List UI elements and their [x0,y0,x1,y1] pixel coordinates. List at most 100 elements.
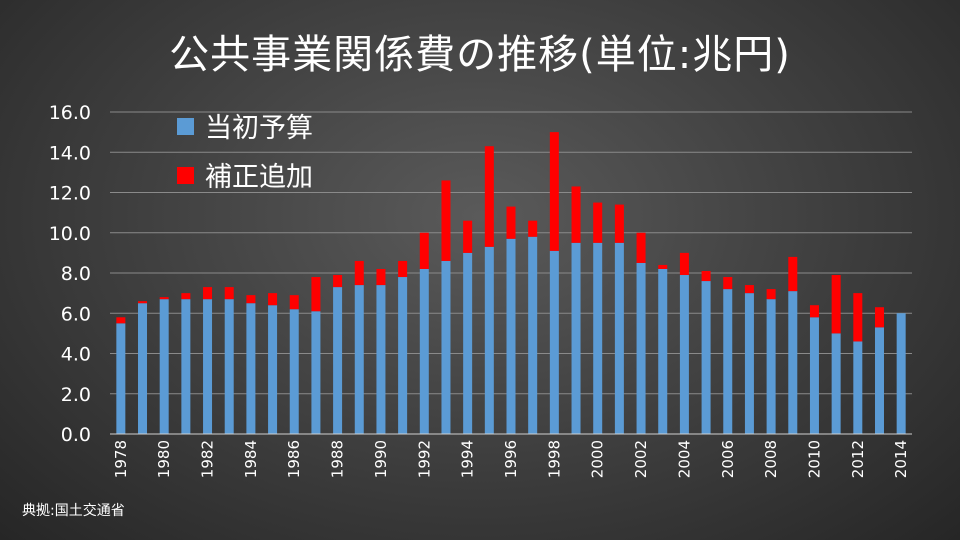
y-tick-label: 16.0 [49,102,91,124]
bar-supplementary-1996 [506,206,516,239]
bar-supplementary-2002 [636,232,646,263]
y-tick-label: 4.0 [61,344,91,366]
bar-initial-2013 [874,327,884,434]
bar-initial-1982 [203,299,213,434]
bar-initial-2014 [896,313,906,434]
bar-supplementary-1999 [571,186,581,243]
bar-initial-2007 [744,293,754,434]
bar-supplementary-2013 [874,307,884,328]
bar-supplementary-1987 [311,277,321,312]
bar-initial-1997 [528,236,538,434]
bar-initial-1979 [138,303,148,434]
bar-supplementary-2011 [831,275,841,334]
legend-swatch-initial [177,118,194,135]
y-tick-label: 14.0 [49,142,91,164]
bar-initial-2012 [853,341,863,434]
bar-supplementary-2008 [766,289,776,300]
legend-label-initial: 当初予算 [205,113,313,144]
y-tick-label: 8.0 [61,263,91,285]
bar-initial-1990 [376,285,386,434]
bar-supplementary-1984 [246,295,256,304]
bar-supplementary-1998 [549,132,559,251]
x-tick-label: 2008 [762,440,780,478]
bar-supplementary-1988 [333,275,343,288]
bar-supplementary-1995 [484,146,494,247]
bar-initial-1995 [484,246,494,434]
bar-supplementary-1997 [528,220,538,237]
bar-supplementary-1986 [289,295,299,310]
bar-supplementary-2000 [593,202,603,243]
bar-initial-2004 [679,275,689,434]
bar-supplementary-1980 [159,297,169,300]
legend-label-supplementary: 補正追加 [205,162,313,193]
bar-supplementary-1979 [138,301,148,304]
x-tick-label: 1982 [199,440,217,478]
x-tick-label: 1992 [415,440,433,478]
bar-supplementary-1981 [181,293,191,300]
x-tick-label: 1988 [329,440,347,478]
bar-initial-1999 [571,242,581,434]
bar-supplementary-1978 [116,317,126,324]
bar-initial-2002 [636,262,646,434]
x-tick-label: 1998 [545,440,563,478]
bar-supplementary-1982 [203,287,213,300]
x-tick-label: 1980 [155,440,173,478]
x-axis-tick-labels: 1978 1980 1982 1984 1986 1988 1990 1992 1994 1996… [112,440,910,478]
bar-initial-1989 [354,285,364,434]
bar-initial-2008 [766,299,776,434]
bar-initial-1984 [246,303,256,434]
bar-supplementary-1992 [419,232,429,269]
bar-initial-1988 [333,287,343,434]
bar-initial-1992 [419,268,429,434]
y-tick-label: 10.0 [49,223,91,245]
bar-initial-2006 [723,289,733,434]
bar-initial-1994 [463,252,473,434]
bar-supplementary-1991 [398,260,408,278]
bar-supplementary-2007 [744,285,754,294]
bar-supplementary-2001 [614,204,624,243]
y-tick-label: 6.0 [61,303,91,325]
bar-supplementary-2010 [809,305,819,318]
y-tick-label: 12.0 [49,183,91,205]
x-tick-label: 2012 [849,440,867,478]
bar-initial-1983 [224,299,234,434]
y-tick-label: 0.0 [61,424,91,446]
bar-initial-1986 [289,309,299,434]
bar-initial-1980 [159,299,169,434]
bar-initial-2005 [701,281,711,434]
x-tick-label: 1990 [372,440,390,478]
bar-supplementary-2003 [658,264,668,269]
legend-swatch-supplementary [177,167,194,184]
bar-supplementary-2005 [701,270,711,282]
x-tick-label: 2006 [719,440,737,478]
bar-initial-1991 [398,277,408,434]
bars [116,132,906,434]
bar-initial-1978 [116,323,126,434]
x-tick-label: 2010 [805,440,823,478]
bar-supplementary-2012 [853,293,863,342]
bar-supplementary-2006 [723,277,733,290]
bar-initial-1996 [506,238,516,434]
bar-supplementary-2009 [788,256,798,292]
legend: 当初予算 補正追加 [177,113,313,193]
x-tick-label: 1986 [285,440,303,478]
y-axis-tick-labels: 0.0 2.0 4.0 6.0 8.0 10.0 12.0 14.0 16.0 [49,102,91,446]
bar-supplementary-1990 [376,268,386,286]
x-tick-label: 1978 [112,440,130,478]
bar-supplementary-2004 [679,252,689,276]
bar-supplementary-1993 [441,180,451,261]
bar-initial-2011 [831,333,841,434]
bar-supplementary-1994 [463,220,473,253]
bar-initial-2009 [788,291,798,434]
bar-initial-1981 [181,299,191,434]
bar-initial-2001 [614,242,624,434]
bar-supplementary-1985 [268,293,278,306]
x-tick-label: 2004 [675,440,693,478]
bar-initial-1985 [268,305,278,434]
y-tick-label: 2.0 [61,384,91,406]
x-tick-label: 2014 [892,440,910,478]
x-tick-label: 2000 [589,440,607,478]
bar-supplementary-1983 [224,287,234,300]
x-tick-label: 1984 [242,440,260,478]
